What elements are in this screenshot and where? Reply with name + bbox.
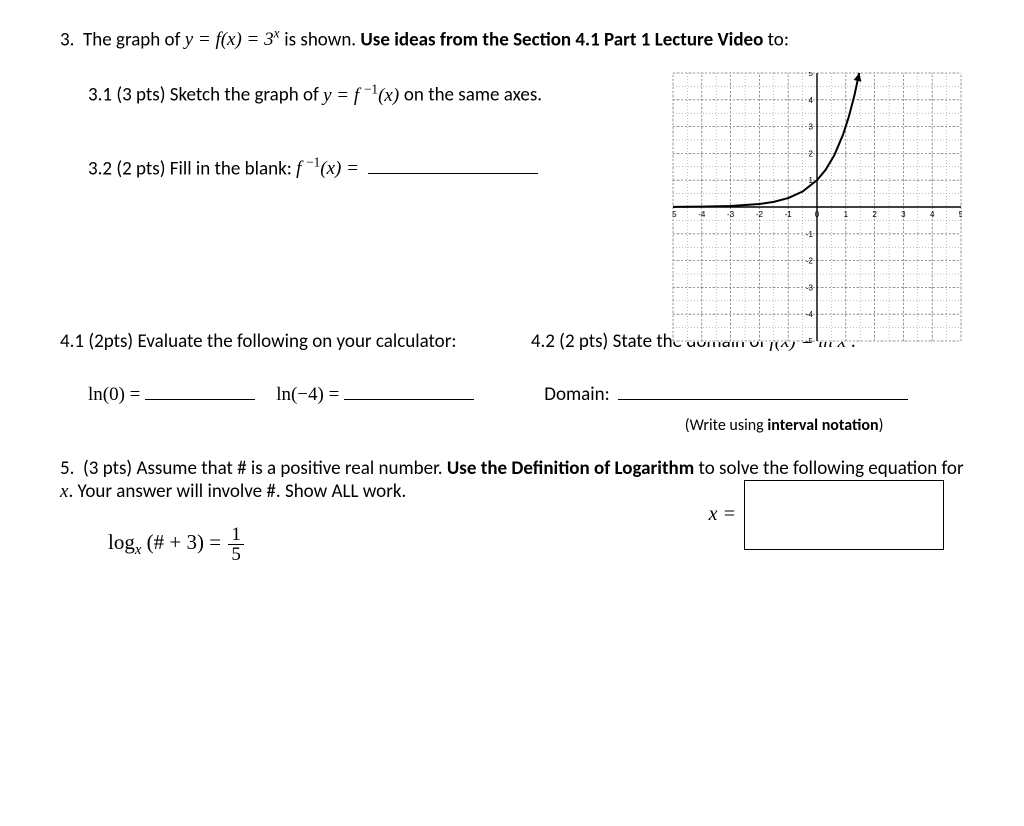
q3-intro-bold: Use ideas from the Section 4.1 Part 1 Le… <box>360 28 763 51</box>
svg-text:-4: -4 <box>806 310 814 319</box>
svg-text:-2: -2 <box>806 257 814 266</box>
q3-1-text: Sketch the graph of <box>170 84 323 107</box>
svg-text:4: 4 <box>930 210 935 219</box>
q3-intro: 3. The graph of y = f(x) = 3x is shown. … <box>60 26 964 51</box>
q5-pre: Assume that # is a positive real number. <box>136 457 446 480</box>
q5-number: 5. <box>60 457 74 480</box>
ln0-blank[interactable] <box>145 381 255 400</box>
svg-text:-1: -1 <box>806 230 814 239</box>
svg-text:-5: -5 <box>806 337 814 342</box>
q3-intro-pre: The graph of <box>83 28 185 51</box>
svg-text:-3: -3 <box>806 283 814 292</box>
q3-1-post: on the same axes. <box>404 84 542 107</box>
q4-2-num: 4.2 (2 pts) <box>531 330 613 353</box>
q3-2-text: Fill in the blank: <box>170 157 296 180</box>
q4-1-num: 4.1 (2pts) <box>60 330 138 353</box>
svg-text:-1: -1 <box>785 210 793 219</box>
svg-text:3: 3 <box>809 123 814 132</box>
q3-1-num: 3.1 (3 pts) <box>88 84 170 107</box>
q3-2-exp: −1 <box>306 155 320 170</box>
svg-text:5: 5 <box>809 72 814 78</box>
q3-intro-post: to: <box>768 28 789 51</box>
q3-intro-mid: is shown. <box>284 28 360 51</box>
q5-frac-den: 5 <box>228 545 244 564</box>
answer-box[interactable] <box>744 480 944 550</box>
q5-bold: Use the Definition of Logarithm <box>447 457 694 480</box>
q3-1-math1: y = f <box>323 85 364 106</box>
q5-log: log <box>108 530 135 554</box>
domain-blank[interactable] <box>618 381 908 400</box>
svg-text:4: 4 <box>809 96 814 105</box>
svg-text:-2: -2 <box>756 210 764 219</box>
graph-3x: -5-4-3-2-1012345-5-4-3-2-112345 <box>672 72 962 348</box>
q3-2-num: 3.2 (2 pts) <box>88 157 170 180</box>
q3-intro-math-base: y = f(x) = 3 <box>185 29 274 50</box>
svg-text:-5: -5 <box>672 210 677 219</box>
answer-box-wrap: x = <box>709 480 944 550</box>
svg-text:5: 5 <box>959 210 962 219</box>
graph-svg: -5-4-3-2-1012345-5-4-3-2-112345 <box>672 72 962 342</box>
ln0-label: ln(0) = <box>88 384 140 405</box>
q5-frac-num: 1 <box>228 525 244 545</box>
q3-1-math2: (x) <box>378 85 399 106</box>
svg-text:2: 2 <box>872 210 877 219</box>
q3-1: 3.1 (3 pts) Sketch the graph of y = f −1… <box>60 81 620 106</box>
domain-note-pre: (Write using <box>685 416 768 435</box>
q5-post: . Your answer will involve #. Show ALL w… <box>68 480 406 503</box>
domain-label: Domain: <box>544 383 609 406</box>
svg-text:1: 1 <box>844 210 849 219</box>
q3-intro-exp: x <box>274 26 280 41</box>
domain-note-bold: interval notation <box>767 416 878 435</box>
q3-1-exp: −1 <box>364 81 378 96</box>
lnm4-label: ln(−4) = <box>276 384 339 405</box>
q4-1-text: Evaluate the following on your calculato… <box>138 330 457 353</box>
q5-pts: (3 pts) <box>83 457 136 480</box>
svg-text:0: 0 <box>815 210 820 219</box>
q4-2-domain: Domain: (Write using interval notation) <box>544 381 964 435</box>
q3-number: 3. <box>60 28 74 51</box>
q3-2-math2: (x) = <box>320 158 359 179</box>
q3-2-math1: f <box>296 158 306 179</box>
svg-text:-4: -4 <box>698 210 706 219</box>
answer-label: x = <box>709 503 736 526</box>
q4-1-inputs: ln(0) = ln(−4) = <box>60 381 544 435</box>
svg-text:3: 3 <box>901 210 906 219</box>
lnm4-blank[interactable] <box>344 381 474 400</box>
q4-1: 4.1 (2pts) Evaluate the following on you… <box>60 330 531 353</box>
q3-2: 3.2 (2 pts) Fill in the blank: f −1(x) = <box>60 155 620 180</box>
q3-intro-math: y = f(x) = 3x <box>185 29 285 50</box>
q5-paren: (# + 3) = <box>141 530 226 554</box>
domain-note-post: ) <box>879 416 884 435</box>
q5-mid: to solve the following equation for <box>699 457 964 480</box>
q3-2-blank[interactable] <box>368 155 538 174</box>
svg-text:-3: -3 <box>727 210 735 219</box>
svg-text:2: 2 <box>809 149 814 158</box>
